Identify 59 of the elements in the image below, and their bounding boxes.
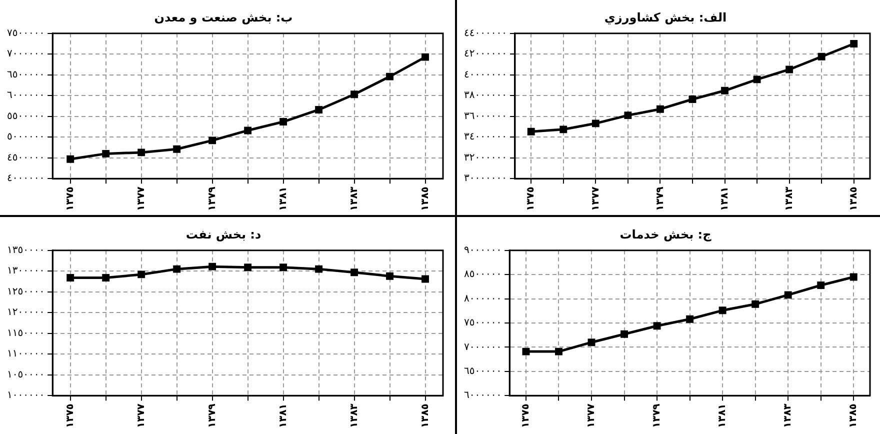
x-tick-label: ١٣٨٣ xyxy=(348,404,360,428)
y-tick-label: ٣٠٠٠٠٠٠٠ xyxy=(464,173,507,184)
chart-title: ج: بخش خدمات xyxy=(620,227,712,242)
y-tick-label: ١٣٠٠٠٠٠ xyxy=(6,266,45,277)
y-tick-label: ٩٠٠٠٠٠٠ xyxy=(464,244,502,256)
y-tick-label: ٤٢٠٠٠٠٠٠ xyxy=(464,48,507,60)
y-tick-label: ٦٠٠٠٠٠٠ xyxy=(464,390,502,402)
y-tick-label: ٧٠٠٠٠٠٠ xyxy=(6,48,45,60)
x-tick-label: ١٣٨١ xyxy=(278,186,289,212)
x-tick-label: ١٣٨٥ xyxy=(420,186,431,212)
x-tick-label: ١٣٧٥ xyxy=(64,186,76,212)
y-tick-label: ٨٥٠٠٠٠٠ xyxy=(464,269,502,280)
x-tick-label: ١٣٨٥ xyxy=(848,186,860,212)
y-tick-label: ٣٢٠٠٠٠٠٠ xyxy=(464,152,507,164)
y-tick-label: ٣٨٠٠٠٠٠٠ xyxy=(464,90,507,102)
x-tick-label: ١٣٧٧ xyxy=(586,404,598,428)
x-tick-label: ١٣٨٣ xyxy=(348,186,360,212)
y-tick-label: ١١٥٠٠٠٠ xyxy=(6,328,45,339)
y-tick-label: ٤٠٠٠٠٠٠ xyxy=(6,173,45,184)
x-tick-label: ١٣٨٣ xyxy=(782,404,794,428)
x-tick-label: ١٣٧٧ xyxy=(136,186,147,212)
y-tick-label: ٣٤٠٠٠٠٠٠ xyxy=(464,132,507,143)
x-tick-label: ١٣٨١ xyxy=(278,404,289,428)
x-tick-label: ١٣٨١ xyxy=(719,186,730,212)
x-tick-label: ١٣٧٧ xyxy=(136,404,147,428)
x-tick-label: ١٣٧٧ xyxy=(590,186,602,212)
x-tick-label: ١٣٧٥ xyxy=(64,404,76,428)
y-tick-label: ٦٥٠٠٠٠٠ xyxy=(6,69,45,80)
y-tick-label: ٥٠٠٠٠٠٠ xyxy=(6,132,45,143)
y-tick-label: ٤٤٠٠٠٠٠٠ xyxy=(464,28,507,39)
y-tick-label: ٤٥٠٠٠٠٠ xyxy=(6,152,45,164)
x-tick-label: ١٣٧٩ xyxy=(206,186,218,212)
y-tick-label: ١٢٥٠٠٠٠ xyxy=(6,286,45,298)
chart-title: ب: بخش صنعت و معدن xyxy=(154,10,293,24)
x-tick-label: ١٣٧٥ xyxy=(526,186,537,212)
y-tick-label: ٣٦٠٠٠٠٠٠ xyxy=(464,110,507,122)
y-tick-label: ٦٠٠٠٠٠٠ xyxy=(6,90,45,102)
y-tick-label: ٦٥٠٠٠٠٠ xyxy=(464,366,502,377)
y-tick-label: ٧٠٠٠٠٠٠ xyxy=(464,342,502,353)
x-tick-label: ١٣٧٥ xyxy=(520,404,532,428)
x-tick-label: ١٣٨٥ xyxy=(848,404,860,428)
chart-title: الف: بخش كشاورزي xyxy=(604,10,727,24)
y-tick-label: ٧٥٠٠٠٠٠ xyxy=(464,318,502,329)
y-tick-label: ٤٠٠٠٠٠٠٠ xyxy=(464,69,507,80)
x-tick-label: ١٣٧٩ xyxy=(652,404,663,428)
y-tick-label: ١٣٥٠٠٠٠ xyxy=(6,244,45,256)
x-tick-label: ١٣٨١ xyxy=(717,404,728,428)
y-tick-label: ٨٠٠٠٠٠٠ xyxy=(464,293,502,304)
y-tick-label: ١٢٠٠٠٠٠ xyxy=(6,307,45,318)
y-tick-label: ٥٥٠٠٠٠٠ xyxy=(6,110,45,122)
y-tick-label: ٧٥٠٠٠٠٠ xyxy=(6,28,45,39)
y-tick-label: ١٠٥٠٠٠٠ xyxy=(6,369,45,380)
chart-title: د: بخش نفت xyxy=(186,227,262,242)
y-tick-label: ١٠٠٠٠٠٠ xyxy=(6,390,45,402)
x-tick-label: ١٣٨٣ xyxy=(784,186,795,212)
x-tick-label: ١٣٧٩ xyxy=(206,404,218,428)
x-tick-label: ١٣٨٥ xyxy=(420,404,431,428)
x-tick-label: ١٣٧٩ xyxy=(654,186,666,212)
y-tick-label: ١١٠٠٠٠٠ xyxy=(6,348,45,360)
